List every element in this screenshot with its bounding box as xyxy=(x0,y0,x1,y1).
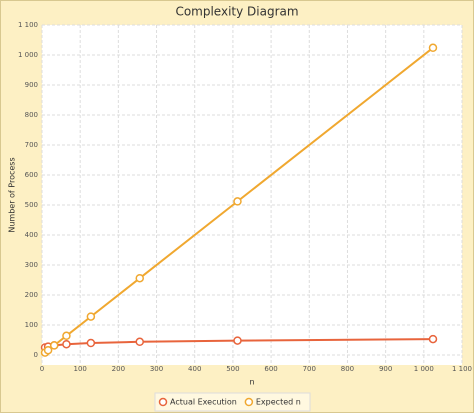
x-tick-label: 400 xyxy=(188,365,201,373)
data-point xyxy=(86,312,96,321)
data-point xyxy=(62,331,71,341)
x-tick-label: 800 xyxy=(341,365,354,373)
legend-marker xyxy=(244,397,254,407)
x-tick-label: 600 xyxy=(264,365,277,373)
y-tick-label: 1 100 xyxy=(18,21,38,29)
x-axis-label: n xyxy=(249,378,254,387)
x-tick-label: 900 xyxy=(379,365,392,373)
data-point xyxy=(62,339,71,349)
y-axis-label: Number of Process xyxy=(8,157,17,232)
plot-area xyxy=(42,25,462,365)
y-tick-label: 900 xyxy=(25,81,38,89)
data-point xyxy=(135,337,144,347)
data-point xyxy=(233,197,242,206)
legend-label: Actual Execution xyxy=(170,398,237,407)
chart-title: Complexity Diagram xyxy=(175,5,298,19)
y-tick-label: 600 xyxy=(25,171,38,179)
data-point xyxy=(86,338,96,348)
legend-marker xyxy=(158,397,168,407)
y-tick-label: 700 xyxy=(25,141,38,149)
data-point xyxy=(233,336,242,345)
y-tick-label: 400 xyxy=(25,231,38,239)
x-tick-label: 100 xyxy=(73,365,86,373)
x-tick-label: 300 xyxy=(150,365,163,373)
y-tick-label: 1 000 xyxy=(18,51,38,59)
x-tick-label: 500 xyxy=(226,365,239,373)
data-point xyxy=(49,341,59,350)
data-point xyxy=(428,334,438,344)
data-point xyxy=(428,43,438,53)
legend-label: Expected n xyxy=(256,398,301,407)
y-tick-label: 500 xyxy=(25,201,38,209)
x-tick-label: 200 xyxy=(112,365,125,373)
data-point xyxy=(43,345,53,355)
y-tick-label: 0 xyxy=(34,351,38,359)
data-point xyxy=(135,273,144,283)
y-tick-label: 200 xyxy=(25,291,38,299)
x-tick-label: 700 xyxy=(303,365,316,373)
x-tick-label: 1 000 xyxy=(414,365,434,373)
legend xyxy=(154,392,311,412)
y-tick-label: 300 xyxy=(25,261,38,269)
y-tick-label: 100 xyxy=(25,321,38,329)
y-tick-label: 800 xyxy=(25,111,38,119)
x-tick-label: 0 xyxy=(40,365,44,373)
x-tick-label: 1 100 xyxy=(452,365,472,373)
